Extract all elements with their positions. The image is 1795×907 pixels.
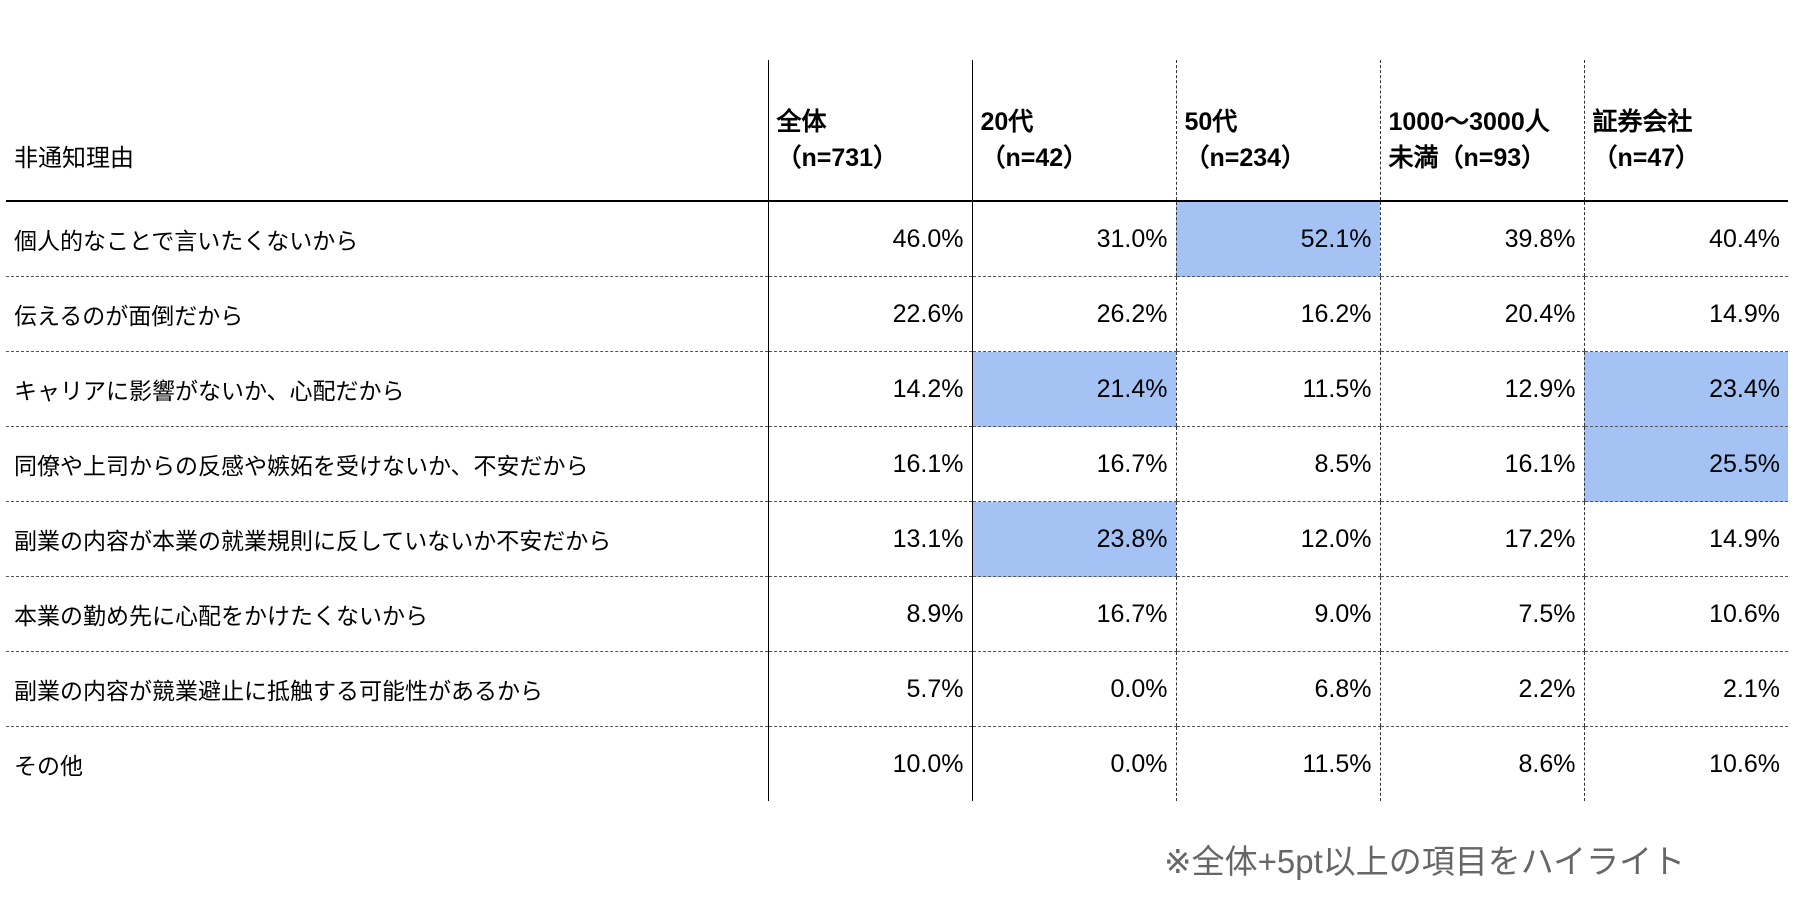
value-cell: 31.0% bbox=[971, 201, 1176, 277]
value-cell: 11.5% bbox=[1175, 351, 1380, 427]
header-column: 証券会社 （n=47） bbox=[1583, 60, 1788, 202]
column-sample-size: （n=731） bbox=[776, 144, 899, 172]
value-cell: 8.6% bbox=[1379, 726, 1584, 801]
table-row: キャリアに影響がないか、心配だから 14.2% 21.4% 11.5% 12.9% 23.… bbox=[6, 351, 1788, 427]
reason-cell: 副業の内容が競業避止に抵触する可能性があるから bbox=[6, 651, 768, 727]
reason-cell: 同僚や上司からの反感や嫉妬を受けないか、不安だから bbox=[6, 426, 768, 502]
value-cell: 8.5% bbox=[1175, 426, 1380, 502]
column-label: 50代 bbox=[1184, 108, 1238, 136]
value-cell: 16.1% bbox=[767, 426, 972, 502]
header-row: 非通知理由 全体 （n=731） 20代 （n=42） 50代 （n=234） 1000～3… bbox=[6, 60, 1788, 202]
reason-cell: その他 bbox=[14, 754, 83, 780]
header-column: 50代 （n=234） bbox=[1175, 60, 1380, 202]
value-cell: 10.6% bbox=[1583, 576, 1788, 652]
value-cell: 52.1% bbox=[1175, 201, 1380, 277]
value-cell: 17.2% bbox=[1379, 501, 1584, 577]
value-cell: 16.7% bbox=[971, 576, 1176, 652]
value-cell: 26.2% bbox=[971, 276, 1176, 352]
value-cell: 0.0% bbox=[971, 651, 1176, 727]
value-cell: 23.8% bbox=[971, 501, 1176, 577]
column-label: 全体 bbox=[776, 108, 827, 136]
reason-cell: キャリアに影響がないか、心配だから bbox=[6, 351, 768, 427]
value-cell: 46.0% bbox=[767, 201, 972, 277]
value-cell: 13.1% bbox=[767, 501, 972, 577]
column-sample-size: 未満（n=93） bbox=[1388, 144, 1547, 172]
table-row: 本業の勤め先に心配をかけたくないから 8.9% 16.7% 9.0% 7.5% 10.6% bbox=[6, 576, 1788, 652]
value-cell: 9.0% bbox=[1175, 576, 1380, 652]
column-sample-size: （n=47） bbox=[1592, 144, 1701, 172]
reason-cell: 副業の内容が本業の就業規則に反していないか不安だから bbox=[6, 501, 768, 577]
value-cell: 5.7% bbox=[767, 651, 972, 727]
value-cell: 39.8% bbox=[1379, 201, 1584, 277]
column-sample-size: （n=234） bbox=[1184, 144, 1307, 172]
value-cell: 16.7% bbox=[971, 426, 1176, 502]
results-table: 非通知理由 全体 （n=731） 20代 （n=42） 50代 （n=234） 1000～3… bbox=[6, 60, 1788, 801]
value-cell: 2.1% bbox=[1583, 651, 1788, 727]
value-cell: 16.1% bbox=[1379, 426, 1584, 502]
value-cell: 7.5% bbox=[1379, 576, 1584, 652]
value-cell: 0.0% bbox=[971, 726, 1176, 801]
value-cell: 12.9% bbox=[1379, 351, 1584, 427]
value-cell: 40.4% bbox=[1583, 201, 1788, 277]
reason-cell: 伝えるのが面倒だから bbox=[6, 276, 768, 352]
table-row: その他 10.0% 0.0% 11.5% 8.6% 10.6% bbox=[6, 726, 1788, 801]
table-row: 同僚や上司からの反感や嫉妬を受けないか、不安だから 16.1% 16.7% 8.5% 1… bbox=[6, 426, 1788, 502]
header-column: 20代 （n=42） bbox=[971, 60, 1176, 202]
value-cell: 10.6% bbox=[1583, 726, 1788, 801]
value-cell: 10.0% bbox=[767, 726, 972, 801]
table-row: 副業の内容が本業の就業規則に反していないか不安だから 13.1% 23.8% 12.0… bbox=[6, 501, 1788, 577]
value-cell: 6.8% bbox=[1175, 651, 1380, 727]
value-cell: 23.4% bbox=[1583, 351, 1788, 427]
value-cell: 14.9% bbox=[1583, 276, 1788, 352]
value-cell: 14.9% bbox=[1583, 501, 1788, 577]
value-cell: 22.6% bbox=[767, 276, 972, 352]
reason-cell: 個人的なことで言いたくないから bbox=[6, 201, 768, 277]
highlight-note: ※全体+5pt以上の項目をハイライト bbox=[1164, 843, 1686, 880]
column-label: 20代 bbox=[980, 108, 1034, 136]
header-reason: 非通知理由 bbox=[6, 60, 768, 202]
value-cell: 16.2% bbox=[1175, 276, 1380, 352]
header-column: 1000～3000人 未満（n=93） bbox=[1379, 60, 1584, 202]
value-cell: 2.2% bbox=[1379, 651, 1584, 727]
value-cell: 20.4% bbox=[1379, 276, 1584, 352]
value-cell: 8.9% bbox=[767, 576, 972, 652]
column-label: 証券会社 bbox=[1592, 108, 1693, 136]
column-label: 1000～3000人 bbox=[1388, 108, 1550, 136]
value-cell: 11.5% bbox=[1175, 726, 1380, 801]
table-row: 副業の内容が競業避止に抵触する可能性があるから 5.7% 0.0% 6.8% 2.2% 2… bbox=[6, 651, 1788, 727]
table-row: 伝えるのが面倒だから 22.6% 26.2% 16.2% 20.4% 14.9% bbox=[6, 276, 1788, 352]
value-cell: 14.2% bbox=[767, 351, 972, 427]
value-cell: 25.5% bbox=[1583, 426, 1788, 502]
header-column: 全体 （n=731） bbox=[767, 60, 972, 202]
reason-cell: 本業の勤め先に心配をかけたくないから bbox=[6, 576, 768, 652]
column-sample-size: （n=42） bbox=[980, 144, 1089, 172]
value-cell: 21.4% bbox=[971, 351, 1176, 427]
table-row: 個人的なことで言いたくないから 46.0% 31.0% 52.1% 39.8% 40.4% bbox=[6, 201, 1788, 277]
value-cell: 12.0% bbox=[1175, 501, 1380, 577]
